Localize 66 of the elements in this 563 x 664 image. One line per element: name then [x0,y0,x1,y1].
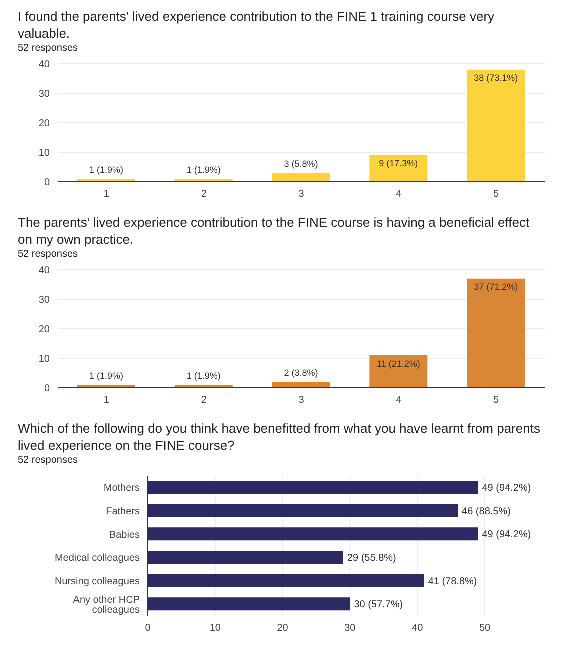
bar [370,356,428,388]
text: 52 responses [17,454,80,468]
data-label: 1 (1.9%) [89,371,124,382]
x-tick-label: 4 [396,395,402,406]
y-tick-label: 30 [38,295,50,306]
x-tick-label: 10 [210,623,222,634]
x-tick-label: 3 [298,189,305,200]
bar [370,155,428,182]
x-tick-label: 0 [145,623,152,634]
x-tick-label: 50 [479,623,491,634]
data-label: 46 (88.5%) [462,506,511,518]
x-tick-label: 4 [396,189,402,200]
x-tick-label: 5 [494,395,500,406]
data-label: 41 (78.8%) [428,576,478,588]
chart-title: The parents’ lived experience contribution to the FINE course is having a beneficial effect on my own practice. [17,214,531,248]
bar [467,70,526,182]
y-tick-label: Babies [109,530,140,541]
chart-subtitle: 52 responses [17,42,80,56]
bar [148,504,458,518]
bar [148,481,478,494]
data-label: 1 (1.9%) [186,165,221,176]
bar [272,173,330,182]
data-label: 38 (73.1%) [474,73,518,84]
y-tick-label: Nursing colleagues [54,576,140,588]
x-tick-label: 40 [412,623,424,634]
data-label: 29 (55.8%) [347,553,396,564]
x-tick-label: 1 [104,189,110,200]
y-tick-label: Mothers [104,483,140,494]
bar [148,574,424,588]
y-tick-label: 40 [38,60,50,71]
bar [148,528,478,541]
x-tick-label: 30 [344,623,356,634]
chart-title: Which of the following do you think have benefitted from what you have learnt from parents lived experience on the FINE course? [17,420,542,454]
data-label: 1 (1.9%) [89,165,124,176]
x-tick-label: 2 [201,395,208,406]
y-tick-label: 30 [38,89,50,100]
data-label: 49 (94.2%) [482,530,532,541]
data-label: 30 (57.7%) [354,600,404,611]
data-label: 1 (1.9%) [186,371,221,382]
y-tick-label: Any other HCP colleagues [73,594,140,616]
bar [467,278,526,388]
y-tick-label: 20 [38,324,50,336]
x-tick-label: 3 [298,395,305,406]
x-tick-label: 20 [277,623,289,634]
x-tick-label: 1 [104,395,110,406]
y-tick-label: 10 [38,148,50,160]
data-label: 37 (71.2%) [474,282,518,292]
bar [148,598,350,611]
x-tick-label: 2 [201,189,208,200]
y-tick-label: 0 [44,384,50,395]
chart-subtitle: 52 responses [17,248,80,262]
bar [272,382,330,388]
data-label: 2 (3.8%) [284,368,318,378]
y-tick-label: 40 [38,266,50,277]
y-tick-label: 10 [38,354,50,366]
bar [148,551,344,564]
x-tick-label: 5 [494,189,500,200]
data-label: 49 (94.2%) [482,483,532,494]
data-label: 3 (5.8%) [284,159,318,170]
y-tick-label: Fathers [106,506,140,518]
y-tick-label: 0 [44,178,50,189]
chart-title: I found the parents' lived experience contribution to the FINE 1 training course very valuable. [17,8,496,42]
data-label: 11 (21.2%) [377,358,420,369]
y-tick-label: Medical colleagues [54,553,140,564]
data-label: 9 (17.3%) [379,158,418,169]
y-tick-label: 20 [38,118,50,130]
